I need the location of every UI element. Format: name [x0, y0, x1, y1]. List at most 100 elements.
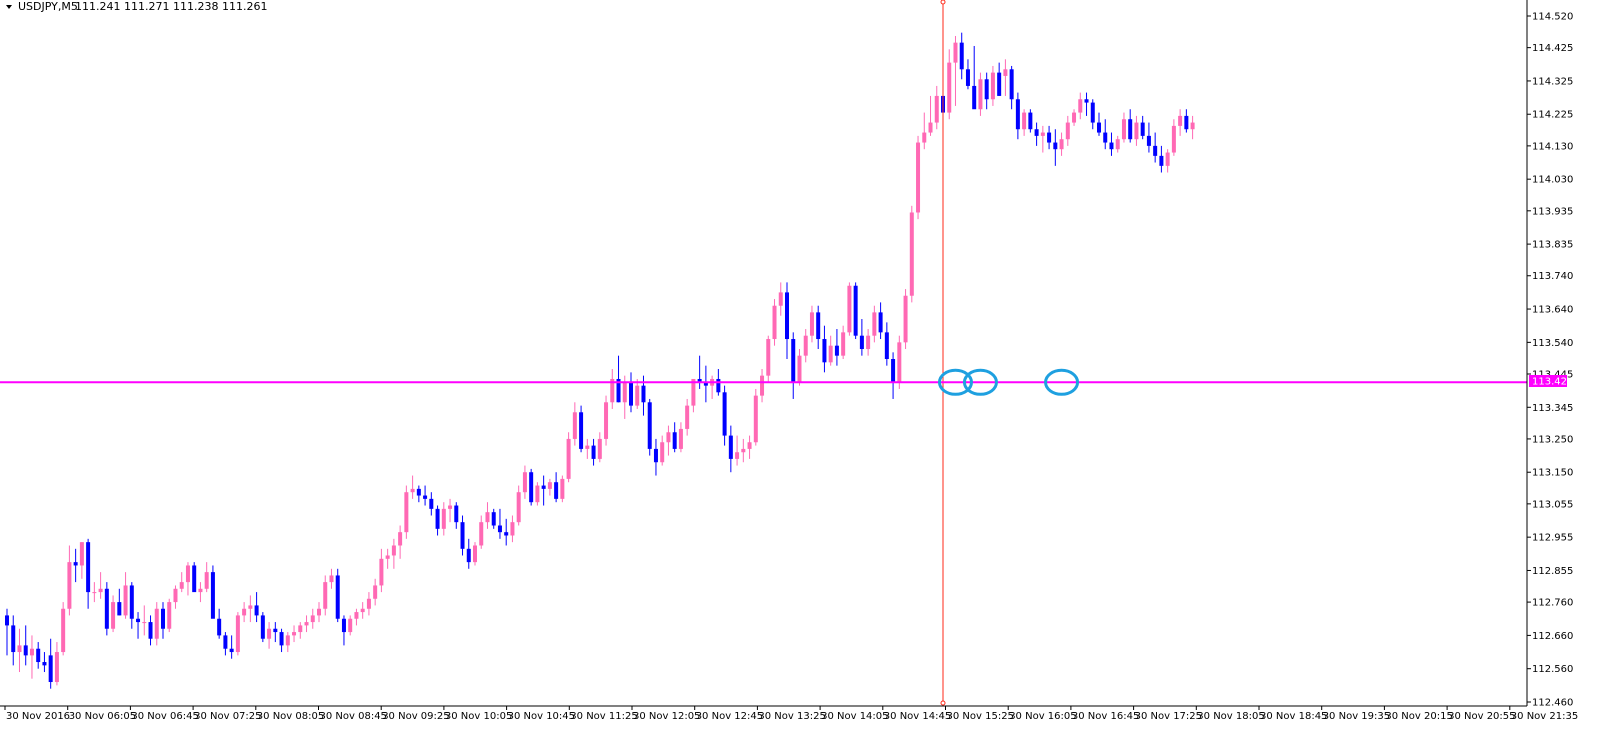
candle-body: [223, 635, 228, 649]
candle: [984, 72, 989, 110]
candle: [354, 608, 359, 626]
candle-body: [529, 472, 534, 503]
candle: [229, 635, 234, 659]
candle: [154, 602, 159, 646]
candle: [685, 398, 690, 436]
candle-body: [466, 548, 471, 563]
highlight-circle: [1044, 368, 1080, 396]
candle-body: [978, 79, 983, 110]
candle-body: [841, 332, 846, 356]
candle-body: [909, 212, 914, 296]
vertical-line-handle-top[interactable]: [940, 0, 946, 5]
candle: [504, 518, 509, 546]
candle: [323, 575, 328, 616]
candle-body: [1159, 155, 1164, 166]
candle: [242, 602, 247, 623]
candle-body: [192, 565, 197, 593]
candle-body: [1190, 122, 1195, 130]
candle: [1022, 109, 1027, 136]
candle: [73, 548, 78, 583]
candle-body: [61, 608, 66, 653]
candle: [379, 548, 384, 593]
price-tick-label: 113.055: [1532, 499, 1573, 510]
candle: [317, 602, 321, 623]
candle-body: [753, 395, 758, 443]
time-tick-label: 30 Nov 18:45: [1260, 711, 1327, 722]
candle-body: [1115, 139, 1120, 150]
candle-body: [1047, 132, 1052, 143]
candle-body: [685, 405, 690, 429]
candle-body: [1153, 145, 1158, 156]
candle: [778, 282, 783, 316]
candle: [997, 62, 1002, 96]
candle-body: [866, 335, 871, 350]
candle: [260, 612, 265, 643]
candle: [129, 582, 134, 629]
candle-body: [454, 505, 459, 523]
time-tick-label: 30 Nov 10:05: [445, 711, 512, 722]
time-tick-label: 30 Nov 15:25: [947, 711, 1014, 722]
candle-body: [1078, 99, 1083, 113]
candle: [1184, 109, 1189, 133]
candle-body: [260, 615, 265, 639]
candle-body: [298, 625, 303, 633]
candle-body: [292, 632, 297, 636]
candle-body: [398, 532, 403, 546]
candle-body: [198, 588, 203, 593]
candle: [17, 628, 22, 673]
candle: [360, 602, 365, 619]
candle-body: [591, 445, 596, 459]
candle: [853, 282, 858, 340]
candle: [161, 602, 165, 639]
candle-body: [217, 618, 222, 636]
candle-body: [947, 62, 952, 113]
candle: [273, 622, 278, 643]
time-tick-label: 30 Nov 21:35: [1511, 711, 1578, 722]
candle-body: [778, 292, 783, 306]
candle-body: [317, 608, 321, 616]
candle: [916, 135, 921, 220]
highlight-circle: [937, 368, 973, 396]
time-tick-label: 30 Nov 13:25: [758, 711, 825, 722]
candle-body: [984, 79, 989, 100]
candle-body: [210, 572, 215, 619]
candle-body: [1034, 129, 1039, 136]
candle-body: [410, 488, 415, 493]
candle-body: [267, 628, 272, 639]
candle-body: [391, 545, 396, 556]
candle: [491, 508, 496, 529]
candle: [98, 572, 103, 599]
candle-body: [5, 615, 9, 626]
candle: [279, 628, 284, 653]
candle-body: [897, 342, 902, 383]
candle-body: [73, 562, 78, 566]
candle: [1146, 122, 1151, 153]
candle-body: [572, 412, 577, 439]
candle-body: [647, 402, 652, 449]
price-tick-label: 114.520: [1532, 12, 1573, 23]
candle: [629, 372, 633, 413]
candle: [1109, 132, 1114, 156]
candle: [722, 385, 727, 446]
price-axis-ticks: 114.520 114.425 114.325 114.225 114.130 114.0…: [1527, 12, 1573, 709]
vertical-line-handle-bottom[interactable]: [940, 700, 946, 706]
candle: [554, 472, 559, 503]
candle-body: [1072, 112, 1077, 123]
candle-body: [1097, 122, 1101, 133]
candle-body: [622, 382, 627, 403]
candle: [785, 282, 789, 359]
symbol-dropdown-icon[interactable]: [6, 5, 12, 9]
candle: [1009, 65, 1014, 110]
time-tick-label: 30 Nov 20:55: [1448, 711, 1515, 722]
candle-body: [366, 598, 371, 609]
candle-body: [136, 618, 141, 623]
candle: [1159, 145, 1164, 173]
candle: [1084, 92, 1089, 116]
candle-body: [791, 339, 796, 383]
candle-body: [597, 438, 602, 459]
candle: [616, 355, 621, 403]
candle-body: [560, 478, 565, 499]
candle: [535, 482, 540, 506]
candle-body: [953, 42, 958, 63]
